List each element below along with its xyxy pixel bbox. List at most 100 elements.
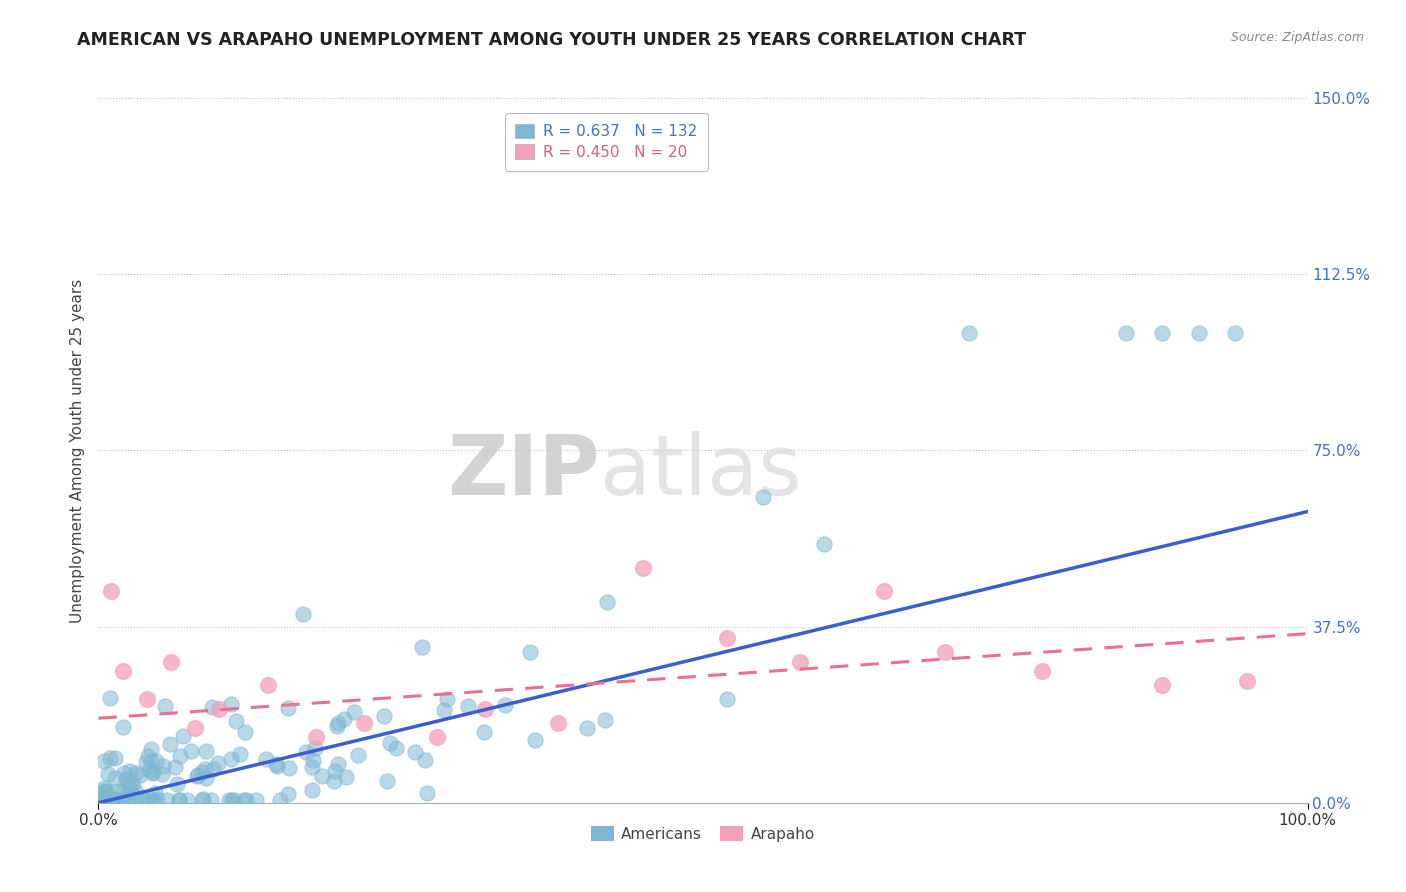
- Point: [1115, 326, 1137, 340]
- Point: [225, 714, 247, 728]
- Point: [1223, 326, 1246, 340]
- Point: [413, 753, 436, 767]
- Point: [269, 793, 291, 807]
- Point: [120, 764, 142, 779]
- Point: [235, 793, 257, 807]
- Point: [218, 793, 240, 807]
- Point: [295, 745, 318, 759]
- Point: [304, 740, 326, 755]
- Point: [229, 747, 252, 762]
- Point: [326, 716, 349, 731]
- Point: [266, 758, 288, 772]
- Point: [129, 767, 152, 781]
- Point: [105, 784, 128, 798]
- Point: [139, 741, 162, 756]
- Y-axis label: Unemployment Among Youth under 25 years: Unemployment Among Youth under 25 years: [70, 278, 86, 623]
- Point: [547, 715, 569, 730]
- Point: [145, 754, 167, 768]
- Point: [305, 730, 328, 744]
- Point: [159, 737, 181, 751]
- Point: [373, 709, 395, 723]
- Point: [117, 790, 139, 805]
- Point: [593, 713, 616, 727]
- Point: [176, 793, 198, 807]
- Point: [302, 753, 325, 767]
- Point: [411, 640, 433, 654]
- Point: [416, 786, 439, 800]
- Point: [101, 793, 124, 807]
- Point: [93, 792, 115, 806]
- Point: [138, 793, 160, 807]
- Point: [112, 784, 135, 798]
- Point: [256, 678, 278, 692]
- Point: [385, 741, 408, 756]
- Point: [219, 698, 242, 712]
- Text: atlas: atlas: [600, 431, 801, 512]
- Point: [277, 700, 299, 714]
- Point: [152, 766, 174, 780]
- Point: [98, 750, 121, 764]
- Point: [326, 719, 349, 733]
- Point: [332, 712, 354, 726]
- Point: [1031, 665, 1053, 679]
- Point: [131, 793, 153, 807]
- Point: [139, 754, 162, 768]
- Point: [474, 702, 496, 716]
- Point: [346, 747, 368, 762]
- Point: [201, 700, 224, 714]
- Point: [187, 767, 209, 781]
- Point: [93, 754, 115, 768]
- Point: [105, 793, 128, 807]
- Point: [233, 724, 256, 739]
- Point: [100, 584, 122, 599]
- Point: [208, 702, 231, 716]
- Point: [120, 785, 142, 799]
- Point: [752, 491, 775, 505]
- Point: [631, 561, 654, 575]
- Point: [169, 793, 191, 807]
- Text: ZIP: ZIP: [447, 431, 600, 512]
- Point: [145, 791, 167, 805]
- Point: [291, 607, 314, 622]
- Point: [134, 793, 156, 807]
- Point: [141, 766, 163, 780]
- Point: [104, 771, 127, 785]
- Point: [169, 748, 191, 763]
- Point: [186, 769, 208, 783]
- Point: [124, 793, 146, 807]
- Point: [301, 783, 323, 797]
- Point: [457, 698, 479, 713]
- Point: [195, 744, 218, 758]
- Point: [160, 655, 183, 669]
- Point: [110, 793, 132, 807]
- Point: [934, 645, 956, 659]
- Point: [125, 766, 148, 780]
- Point: [97, 793, 120, 807]
- Point: [117, 793, 139, 807]
- Text: Source: ZipAtlas.com: Source: ZipAtlas.com: [1230, 31, 1364, 45]
- Point: [436, 692, 458, 706]
- Point: [219, 752, 242, 766]
- Point: [194, 762, 217, 776]
- Point: [94, 793, 117, 807]
- Point: [524, 732, 547, 747]
- Point: [180, 744, 202, 758]
- Point: [1236, 673, 1258, 688]
- Point: [117, 776, 139, 790]
- Point: [596, 594, 619, 608]
- Point: [426, 730, 449, 744]
- Point: [93, 784, 115, 798]
- Point: [112, 720, 135, 734]
- Point: [114, 772, 136, 787]
- Point: [93, 785, 115, 799]
- Point: [1188, 326, 1211, 340]
- Point: [494, 698, 516, 712]
- Point: [519, 645, 541, 659]
- Point: [207, 756, 229, 770]
- Point: [104, 751, 127, 765]
- Point: [152, 758, 174, 772]
- Point: [278, 761, 301, 775]
- Point: [716, 632, 738, 646]
- Point: [125, 785, 148, 799]
- Point: [122, 777, 145, 791]
